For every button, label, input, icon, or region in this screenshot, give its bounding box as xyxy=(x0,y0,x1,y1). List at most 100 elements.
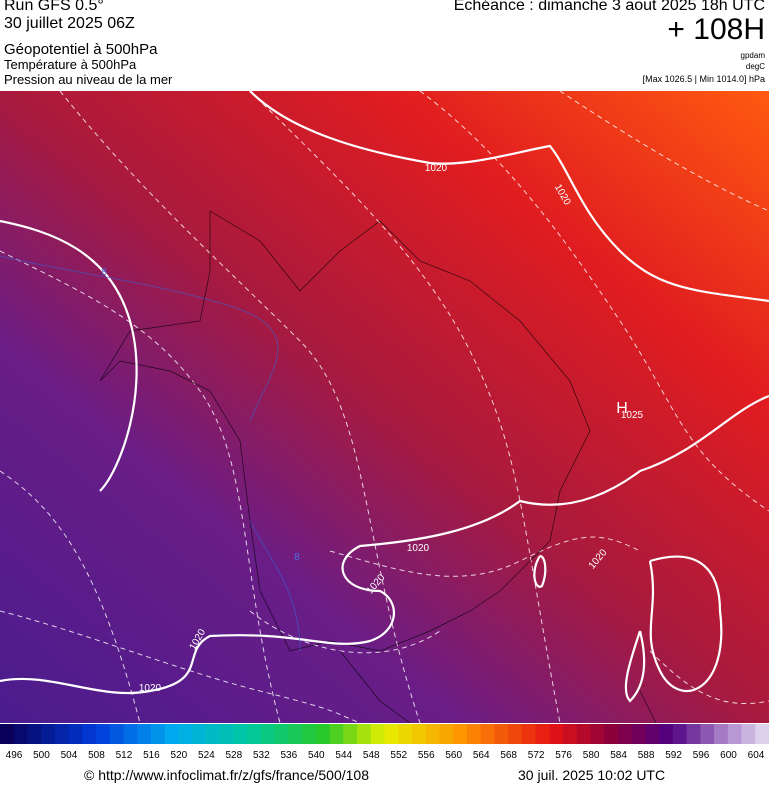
color-swatch xyxy=(617,724,633,744)
color-swatch xyxy=(343,724,358,744)
scale-label: 532 xyxy=(253,750,270,761)
scale-label: 524 xyxy=(198,750,215,761)
color-swatch xyxy=(233,724,248,744)
color-swatch xyxy=(54,724,70,744)
pressure-range: [Max 1026.5 | Min 1014.0] hPa xyxy=(642,74,765,84)
temperature-isotherms xyxy=(0,255,301,652)
scale-label: 572 xyxy=(528,750,545,761)
scale-label: 556 xyxy=(418,750,435,761)
color-swatch xyxy=(755,724,769,744)
color-swatch xyxy=(219,724,234,744)
color-swatch xyxy=(631,724,646,744)
scale-label: 576 xyxy=(555,750,572,761)
color-swatch xyxy=(741,724,756,744)
color-swatch xyxy=(714,724,729,744)
color-swatch xyxy=(659,724,674,744)
field: Pression au niveau de la mer xyxy=(4,72,173,87)
color-swatch xyxy=(466,724,482,744)
scale-label: 552 xyxy=(390,750,407,761)
scale-label: 548 xyxy=(363,750,380,761)
color-swatch xyxy=(329,724,344,744)
color-swatch xyxy=(439,724,454,744)
scale-label: 604 xyxy=(748,750,765,761)
color-swatch xyxy=(590,724,605,744)
color-swatch xyxy=(13,724,28,744)
scale-label: 592 xyxy=(665,750,682,761)
color-swatch xyxy=(288,724,303,744)
source-url: © http://www.infoclimat.fr/z/gfs/france/… xyxy=(84,767,369,783)
contour-label: 1025 xyxy=(621,410,644,421)
color-swatch xyxy=(137,724,152,744)
scale-label: 520 xyxy=(171,750,188,761)
scale-label: 512 xyxy=(116,750,133,761)
color-swatch xyxy=(151,724,166,744)
scale-label: 540 xyxy=(308,750,325,761)
color-swatch xyxy=(686,724,701,744)
isobars xyxy=(0,91,769,703)
scale-label: 564 xyxy=(473,750,490,761)
field: Géopotentiel à 500hPa xyxy=(4,41,158,58)
color-swatch xyxy=(68,724,83,744)
field: Température à 500hPa xyxy=(4,57,137,72)
contour-label: 1020 xyxy=(139,683,162,694)
color-swatch xyxy=(274,724,289,744)
color-swatch xyxy=(453,724,468,744)
scale-label: 568 xyxy=(500,750,517,761)
color-swatch xyxy=(27,724,42,744)
color-swatch xyxy=(247,724,262,744)
color-swatch xyxy=(370,724,385,744)
lead-time: + 108H xyxy=(667,13,765,46)
contour-label: 1020 xyxy=(407,543,430,554)
scale-label: 516 xyxy=(143,750,160,761)
high-pressure: H xyxy=(616,400,628,417)
temperature-contours xyxy=(0,91,769,723)
forecast: Echéance : dimanche 3 aout 2025 18h UTC xyxy=(453,0,765,14)
color-swatch xyxy=(645,724,660,744)
color-swatch xyxy=(41,724,56,744)
scale-label: 500 xyxy=(33,750,50,761)
color-scale: 496 500 504 508 512 516 520 524 528 532 536 540 544 5… xyxy=(0,724,769,761)
color-swatch xyxy=(260,724,276,744)
color-swatch xyxy=(164,724,180,744)
borders xyxy=(99,210,657,723)
unit: gpdam xyxy=(740,51,765,60)
scale-label: 560 xyxy=(445,750,462,761)
color-swatch xyxy=(508,724,523,744)
color-swatch xyxy=(604,724,619,744)
color-swatch xyxy=(82,724,97,744)
color-swatch xyxy=(384,724,399,744)
run: Run GFS 0.5° xyxy=(4,0,104,14)
color-swatch xyxy=(425,724,440,744)
run-date: 30 juillet 2025 06Z xyxy=(4,15,135,32)
scale-label: 528 xyxy=(226,750,243,761)
contour-label: 8 xyxy=(294,552,300,563)
scale-label: 536 xyxy=(280,750,297,761)
color-swatch xyxy=(411,724,427,744)
color-swatch xyxy=(563,724,578,744)
color-swatch xyxy=(576,724,591,744)
color-swatch xyxy=(302,724,317,744)
timestamp: 30 juil. 2025 10:02 UTC xyxy=(518,767,666,783)
color-swatch xyxy=(178,724,193,744)
color-swatch xyxy=(672,724,688,744)
color-swatch xyxy=(727,724,743,744)
color-swatch xyxy=(205,724,221,744)
scale-label: 508 xyxy=(88,750,105,761)
scale-label: 600 xyxy=(720,750,737,761)
color-swatch xyxy=(315,724,331,744)
color-swatch xyxy=(0,724,15,744)
contour-label: 8 xyxy=(101,267,107,278)
color-swatch xyxy=(96,724,111,744)
unit: degC xyxy=(745,62,765,71)
color-swatch xyxy=(398,724,413,744)
contour-label: 1020 xyxy=(425,163,448,174)
scale-label: 588 xyxy=(638,750,655,761)
color-swatch xyxy=(357,724,372,744)
color-swatch xyxy=(494,724,509,744)
scale-label: 580 xyxy=(583,750,600,761)
background xyxy=(0,91,769,723)
scale-label: 596 xyxy=(693,750,710,761)
color-swatch xyxy=(535,724,550,744)
